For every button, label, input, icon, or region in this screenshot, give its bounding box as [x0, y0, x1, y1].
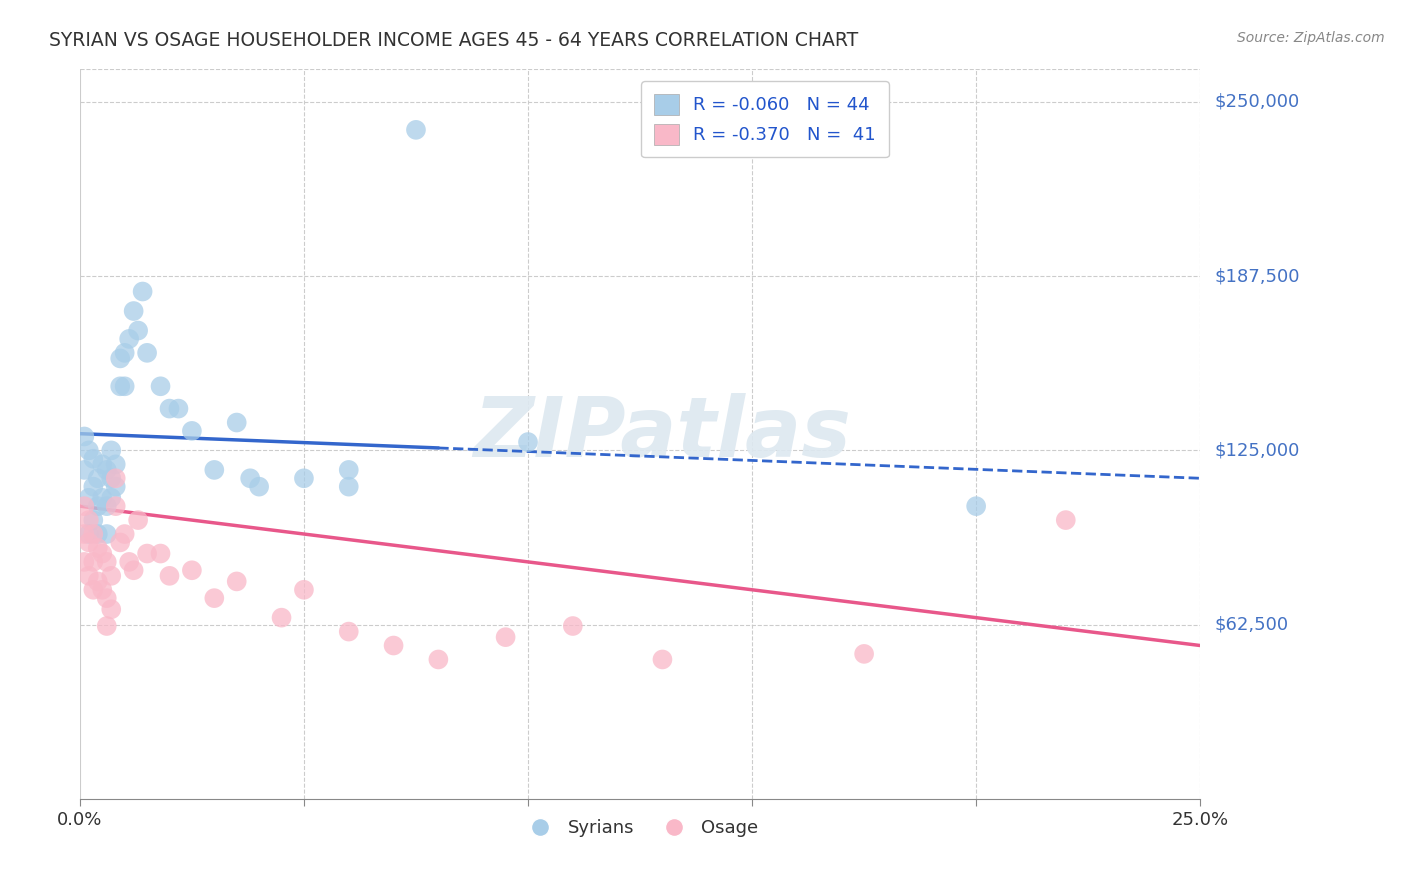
- Point: [225, 574, 247, 589]
- Point: [118, 332, 141, 346]
- Text: ZIPatlas: ZIPatlas: [474, 393, 852, 475]
- Point: [382, 639, 405, 653]
- Point: [337, 480, 360, 494]
- Point: [427, 652, 450, 666]
- Point: [96, 619, 118, 633]
- Point: [202, 591, 225, 606]
- Point: [114, 346, 136, 360]
- Text: $187,500: $187,500: [1215, 268, 1299, 285]
- Point: [87, 471, 110, 485]
- Point: [114, 379, 136, 393]
- Point: [405, 123, 427, 137]
- Point: [651, 652, 673, 666]
- Point: [96, 499, 118, 513]
- Point: [96, 591, 118, 606]
- Point: [100, 471, 122, 485]
- Point: [239, 471, 262, 485]
- Point: [337, 624, 360, 639]
- Point: [77, 513, 100, 527]
- Point: [100, 602, 122, 616]
- Point: [180, 424, 202, 438]
- Point: [73, 429, 96, 443]
- Point: [159, 401, 181, 416]
- Point: [87, 541, 110, 555]
- Point: [82, 527, 104, 541]
- Point: [73, 499, 96, 513]
- Point: [77, 535, 100, 549]
- Text: $62,500: $62,500: [1215, 615, 1288, 633]
- Point: [247, 480, 270, 494]
- Point: [561, 619, 583, 633]
- Text: Source: ZipAtlas.com: Source: ZipAtlas.com: [1237, 31, 1385, 45]
- Point: [104, 458, 127, 472]
- Point: [108, 351, 131, 366]
- Point: [104, 471, 127, 485]
- Point: [127, 324, 149, 338]
- Point: [100, 569, 122, 583]
- Point: [91, 582, 114, 597]
- Point: [122, 563, 145, 577]
- Point: [82, 451, 104, 466]
- Point: [73, 463, 96, 477]
- Point: [91, 458, 114, 472]
- Point: [136, 547, 159, 561]
- Point: [149, 379, 172, 393]
- Point: [167, 401, 190, 416]
- Point: [108, 379, 131, 393]
- Point: [100, 491, 122, 505]
- Point: [108, 535, 131, 549]
- Point: [82, 555, 104, 569]
- Text: $125,000: $125,000: [1215, 442, 1299, 459]
- Point: [159, 569, 181, 583]
- Point: [517, 435, 540, 450]
- Point: [337, 463, 360, 477]
- Point: [91, 547, 114, 561]
- Point: [118, 555, 141, 569]
- Point: [87, 574, 110, 589]
- Point: [114, 527, 136, 541]
- Point: [122, 304, 145, 318]
- Point: [965, 499, 987, 513]
- Point: [270, 610, 292, 624]
- Point: [96, 527, 118, 541]
- Text: $250,000: $250,000: [1215, 93, 1299, 111]
- Point: [225, 416, 247, 430]
- Point: [96, 463, 118, 477]
- Legend: Syrians, Osage: Syrians, Osage: [515, 812, 765, 845]
- Point: [180, 563, 202, 577]
- Point: [100, 443, 122, 458]
- Point: [77, 443, 100, 458]
- Point: [73, 527, 96, 541]
- Point: [127, 513, 149, 527]
- Point: [131, 285, 153, 299]
- Point: [1054, 513, 1077, 527]
- Point: [104, 480, 127, 494]
- Text: SYRIAN VS OSAGE HOUSEHOLDER INCOME AGES 45 - 64 YEARS CORRELATION CHART: SYRIAN VS OSAGE HOUSEHOLDER INCOME AGES …: [49, 31, 859, 50]
- Point: [136, 346, 159, 360]
- Point: [87, 527, 110, 541]
- Point: [96, 555, 118, 569]
- Point: [495, 630, 517, 644]
- Point: [82, 582, 104, 597]
- Point: [82, 480, 104, 494]
- Point: [292, 471, 315, 485]
- Point: [292, 582, 315, 597]
- Point: [77, 491, 100, 505]
- Point: [73, 555, 96, 569]
- Point: [202, 463, 225, 477]
- Point: [91, 491, 114, 505]
- Point: [77, 569, 100, 583]
- Point: [853, 647, 876, 661]
- Point: [77, 527, 100, 541]
- Point: [104, 499, 127, 513]
- Point: [87, 499, 110, 513]
- Point: [149, 547, 172, 561]
- Point: [82, 513, 104, 527]
